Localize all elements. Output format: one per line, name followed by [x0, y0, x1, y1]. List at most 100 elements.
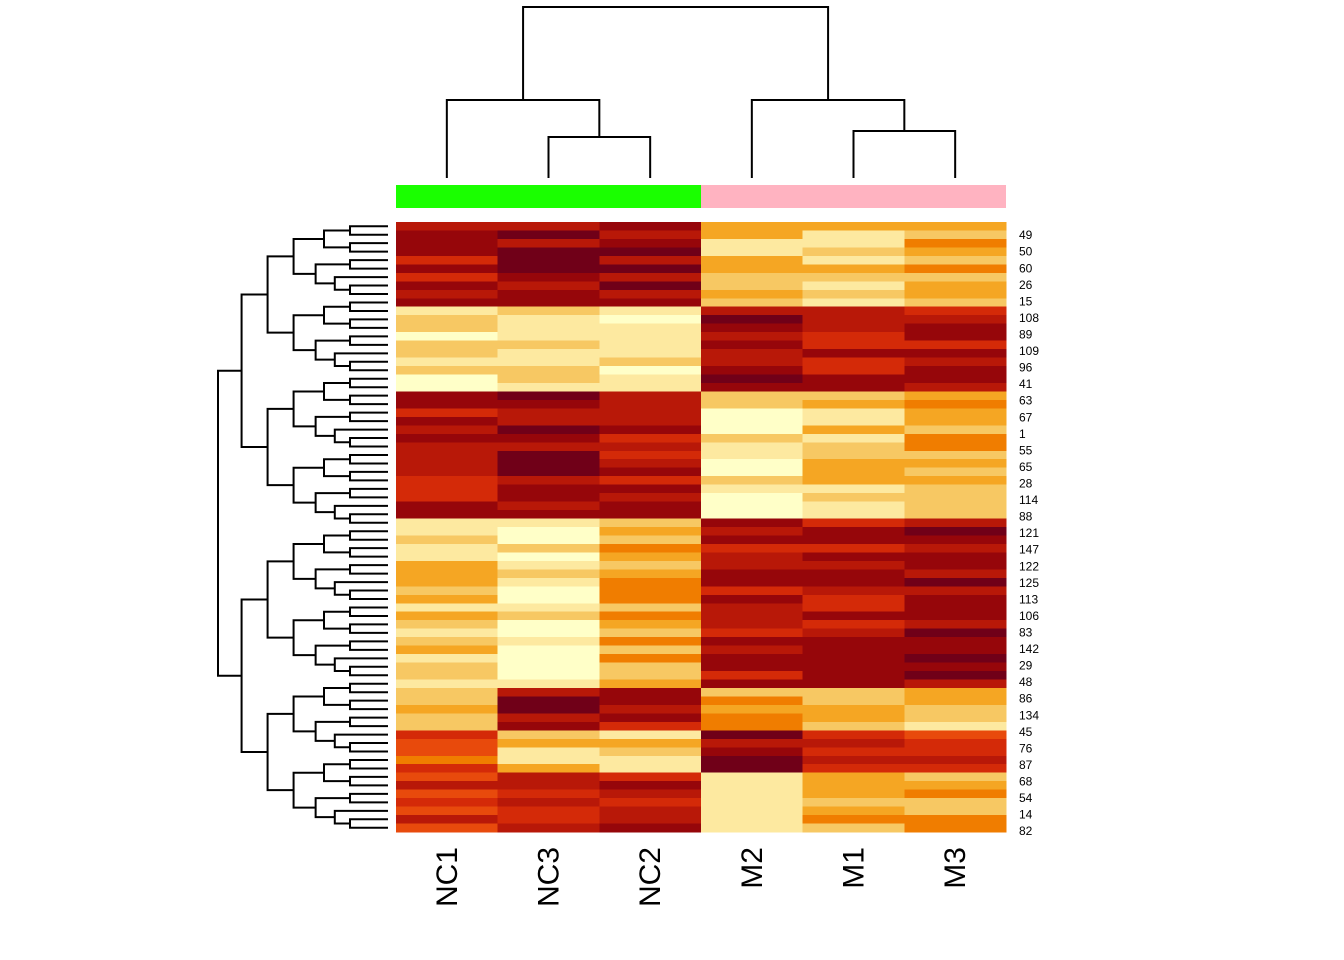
- heatmap-cell: [701, 518, 804, 528]
- heatmap-cell: [802, 747, 905, 757]
- row-label: 29: [1019, 659, 1033, 673]
- heatmap-cell: [701, 450, 804, 460]
- row-label: 122: [1019, 559, 1039, 573]
- heatmap-cell: [802, 382, 905, 392]
- heatmap-cell: [396, 459, 499, 469]
- heatmap-cell: [701, 289, 804, 299]
- dendrogram-link: [349, 530, 388, 541]
- dendrogram-link: [266, 712, 294, 792]
- heatmap-cell: [396, 391, 499, 401]
- heatmap-cell: [701, 637, 804, 647]
- dendrogram-link: [333, 733, 388, 749]
- heatmap-cell: [904, 281, 1007, 291]
- dendrogram-link: [522, 6, 830, 100]
- heatmap-cell: [701, 603, 804, 613]
- heatmap-cell: [701, 357, 804, 367]
- dendrogram-link: [445, 99, 601, 178]
- heatmap-cell: [396, 306, 499, 316]
- heatmap-cell: [497, 450, 600, 460]
- heatmap-cell: [904, 298, 1007, 308]
- heatmap-cell: [599, 306, 702, 316]
- heatmap-cell: [396, 366, 499, 375]
- dendrogram-link: [323, 229, 350, 249]
- heatmap-cell: [396, 620, 499, 630]
- heatmap-cell: [599, 772, 702, 782]
- heatmap-cell: [802, 823, 905, 833]
- heatmap-cell: [802, 238, 905, 248]
- heatmap-cell: [904, 781, 1007, 791]
- heatmap-cell: [396, 696, 499, 706]
- heatmap-cell: [701, 306, 804, 316]
- dendrogram-link: [314, 492, 350, 514]
- heatmap-cell: [904, 357, 1007, 367]
- heatmap-cell: [396, 281, 499, 291]
- heatmap-cell: [599, 442, 702, 452]
- heatmap-cell: [599, 459, 702, 469]
- heatmap-cell: [904, 569, 1007, 579]
- heatmap-cell: [599, 349, 702, 359]
- dendrogram-link: [750, 99, 906, 178]
- heatmap-cell: [599, 272, 702, 282]
- heatmap-cell: [802, 764, 905, 774]
- heatmap-cell: [599, 628, 702, 638]
- row-label: 49: [1019, 228, 1033, 242]
- heatmap-cell: [599, 798, 702, 808]
- dendrogram-link: [314, 644, 350, 666]
- heatmap-cell: [396, 679, 499, 689]
- heatmap-cell: [497, 433, 600, 443]
- dendrogram-link: [292, 619, 324, 657]
- heatmap-cell: [904, 620, 1007, 630]
- row-label: 89: [1019, 328, 1033, 342]
- dendrogram-link: [292, 314, 324, 352]
- heatmap-cell: [904, 806, 1007, 816]
- heatmap-cell: [904, 493, 1007, 503]
- heatmap-cell: [497, 255, 600, 265]
- heatmap-cell: [802, 611, 905, 621]
- heatmap-cell: [599, 391, 702, 401]
- heatmap-cell: [599, 476, 702, 486]
- heatmap-cell: [497, 366, 600, 375]
- heatmap-cell: [904, 823, 1007, 833]
- heatmap-cell: [396, 501, 499, 511]
- dendrogram-link: [323, 381, 350, 401]
- heatmap-cell: [599, 238, 702, 248]
- heatmap-cell: [599, 569, 702, 579]
- heatmap-cell: [802, 594, 905, 604]
- heatmap-cell: [497, 306, 600, 316]
- heatmap-cell: [802, 738, 905, 748]
- heatmap-cell: [396, 704, 499, 714]
- heatmap-cell: [497, 594, 600, 604]
- dendrogram-link: [349, 792, 388, 804]
- heatmap-cell: [599, 815, 702, 825]
- heatmap-cell: [599, 535, 702, 545]
- heatmap-cell: [599, 289, 702, 299]
- heatmap-cell: [599, 255, 702, 265]
- row-label: 106: [1019, 609, 1039, 623]
- row-label: 41: [1019, 377, 1033, 391]
- dendrogram-link: [349, 758, 388, 770]
- heatmap-cell: [497, 391, 600, 401]
- heatmap-cell: [396, 823, 499, 833]
- dendrogram-link: [323, 610, 350, 630]
- row-label: 86: [1019, 692, 1033, 706]
- heatmap-cell: [904, 645, 1007, 655]
- heatmap-cell: [802, 425, 905, 435]
- heatmap-cell: [497, 247, 600, 257]
- dendrogram-link: [292, 466, 324, 504]
- heatmap-cell: [904, 552, 1007, 562]
- heatmap-cell: [396, 730, 499, 740]
- column-group-color-bar: [396, 185, 1006, 208]
- row-label: 14: [1019, 808, 1033, 822]
- heatmap-cell: [701, 620, 804, 630]
- dendrogram-link: [349, 742, 388, 753]
- heatmap-cell: [497, 687, 600, 697]
- heatmap-cell: [802, 306, 905, 316]
- heatmap-cell: [396, 425, 499, 435]
- heatmap-cell: [396, 569, 499, 579]
- heatmap-cell: [396, 535, 499, 545]
- heatmap-cell: [701, 738, 804, 748]
- row-label: 15: [1019, 294, 1033, 308]
- heatmap-cell: [904, 721, 1007, 731]
- heatmap-cell: [701, 527, 804, 536]
- heatmap-cell: [802, 713, 905, 723]
